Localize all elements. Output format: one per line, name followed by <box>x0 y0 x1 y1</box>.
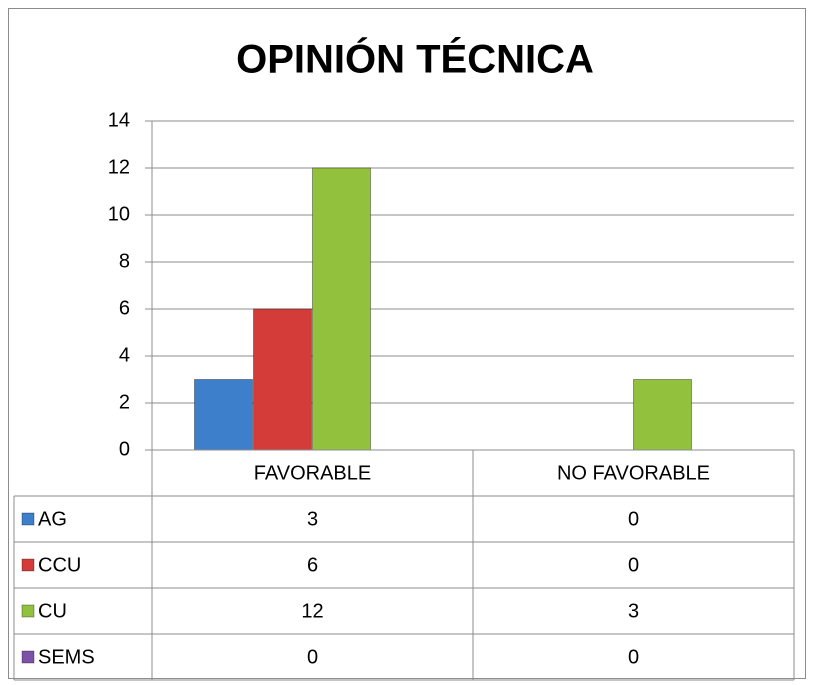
legend-key <box>21 650 35 664</box>
table-value: 0 <box>628 554 639 576</box>
legend-key <box>21 604 35 618</box>
x-tick-label: FAVORABLE <box>254 462 371 484</box>
bar <box>633 379 692 451</box>
y-tick-label: 8 <box>119 250 130 272</box>
legend-label: AG <box>38 508 67 530</box>
x-tick-label: NO FAVORABLE <box>557 462 710 484</box>
bar <box>194 379 253 451</box>
y-tick-label: 4 <box>119 344 130 366</box>
y-tick-label: 0 <box>119 438 130 460</box>
legend-key <box>21 512 35 526</box>
table-value: 3 <box>307 508 318 530</box>
y-tick-label: 2 <box>119 391 130 413</box>
y-tick-label: 6 <box>119 297 130 319</box>
table-value: 0 <box>628 508 639 530</box>
legend-key <box>21 558 35 572</box>
table-value: 12 <box>301 600 323 622</box>
chart-frame <box>8 8 806 679</box>
y-tick-label: 10 <box>108 203 130 225</box>
legend-label: CCU <box>38 554 81 576</box>
table-value: 0 <box>307 646 318 668</box>
table-value: 3 <box>628 600 639 622</box>
chart-title: OPINIÓN TÉCNICA <box>236 36 594 82</box>
legend-label: CU <box>38 600 67 622</box>
legend-label: SEMS <box>38 646 95 668</box>
table-value: 6 <box>307 554 318 576</box>
bar <box>253 308 312 451</box>
y-tick-label: 12 <box>108 156 130 178</box>
bar <box>312 167 371 451</box>
table-value: 0 <box>628 646 639 668</box>
y-tick-label: 14 <box>108 109 130 131</box>
